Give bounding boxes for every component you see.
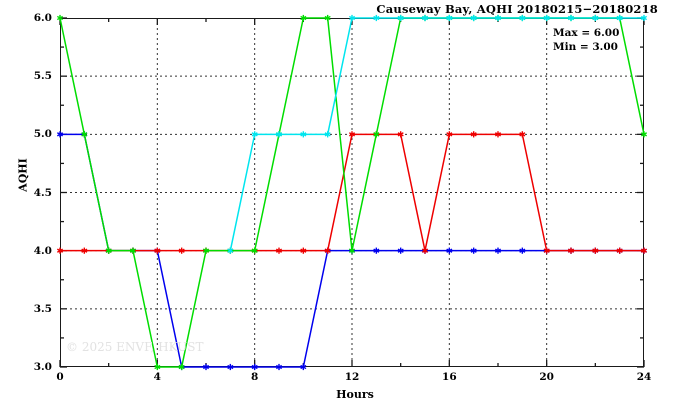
marker-series-cyan — [592, 14, 599, 22]
marker-series-cyan — [348, 14, 356, 22]
legend-min-label: Min = 3.00 — [553, 41, 618, 53]
marker-series-red — [300, 247, 307, 254]
marker-series-blue — [251, 363, 258, 371]
data-series — [56, 14, 648, 371]
y-tick-label: 5.5 — [33, 70, 52, 83]
y-tick-label: 3.5 — [33, 302, 52, 315]
marker-series-red — [446, 131, 453, 138]
marker-series-cyan — [251, 131, 258, 138]
marker-series-green — [81, 131, 88, 138]
y-tick-label: 4.0 — [33, 244, 52, 257]
marker-series-cyan — [494, 14, 502, 22]
marker-series-blue — [373, 247, 380, 254]
watermark: © 2025 ENVF, HKUST — [66, 340, 204, 354]
marker-series-red — [421, 247, 429, 254]
marker-series-green — [640, 131, 648, 138]
marker-series-green — [202, 247, 210, 254]
grid-lines — [60, 18, 644, 367]
marker-series-cyan — [616, 14, 623, 22]
y-tick-label: 4.5 — [33, 186, 52, 199]
y-tick-label: 6.0 — [33, 12, 52, 24]
marker-series-cyan — [446, 14, 453, 22]
marker-series-blue — [202, 363, 210, 371]
marker-series-green — [348, 247, 356, 254]
marker-series-cyan — [470, 14, 477, 22]
marker-series-red — [592, 247, 599, 254]
marker-series-green — [105, 247, 112, 254]
marker-series-blue — [227, 363, 234, 371]
marker-series-red — [470, 131, 477, 138]
x-tick-label: 20 — [539, 371, 554, 383]
marker-series-cyan — [227, 247, 234, 254]
marker-series-red — [348, 131, 356, 138]
marker-series-cyan — [373, 14, 380, 22]
marker-series-red — [494, 131, 502, 138]
x-tick-label: 4 — [153, 371, 161, 383]
chart-title: Causeway Bay, AQHI 20180215−20180218 — [376, 2, 658, 16]
marker-series-red — [324, 247, 331, 254]
marker-series-cyan — [519, 14, 526, 22]
marker-series-cyan — [324, 131, 331, 138]
marker-series-cyan — [300, 131, 307, 138]
marker-series-green — [324, 14, 331, 22]
marker-series-green — [129, 247, 137, 254]
marker-series-blue — [494, 247, 502, 254]
marker-series-red — [154, 247, 161, 254]
y-tick-label: 3.0 — [33, 361, 52, 373]
marker-series-blue — [446, 247, 453, 254]
marker-series-green — [300, 14, 307, 22]
marker-series-cyan — [567, 14, 575, 22]
marker-series-green — [154, 363, 161, 371]
marker-series-green — [373, 131, 380, 138]
marker-series-red — [640, 247, 648, 254]
marker-series-cyan — [543, 14, 550, 22]
marker-series-blue — [56, 131, 64, 138]
marker-series-red — [81, 247, 88, 254]
marker-series-red — [616, 247, 623, 254]
marker-series-red — [567, 247, 575, 254]
marker-series-blue — [519, 247, 526, 254]
marker-series-cyan — [397, 14, 404, 22]
marker-series-red — [519, 131, 526, 138]
marker-series-red — [543, 247, 550, 254]
series-cyan — [229, 17, 644, 251]
legend-box: Max = 6.00 Min = 3.00 — [547, 24, 625, 57]
marker-series-red — [178, 247, 185, 254]
marker-series-cyan — [640, 14, 648, 22]
x-axis-label: Hours — [336, 388, 374, 401]
x-tick-label: 24 — [636, 371, 652, 383]
marker-series-blue — [275, 363, 283, 371]
x-tick-label: 0 — [56, 371, 64, 383]
marker-series-green — [178, 363, 185, 371]
x-tick-label: 12 — [344, 371, 360, 383]
marker-series-blue — [470, 247, 477, 254]
marker-series-blue — [300, 363, 307, 371]
x-tick-label: 16 — [442, 371, 457, 383]
marker-series-cyan — [275, 131, 283, 138]
marker-series-red — [56, 247, 64, 254]
marker-series-cyan — [421, 14, 429, 22]
legend-max-label: Max = 6.00 — [553, 27, 620, 39]
marker-series-green — [251, 247, 258, 254]
marker-series-blue — [397, 247, 404, 254]
marker-series-red — [275, 247, 283, 254]
x-tick-label: 8 — [251, 371, 259, 383]
y-tick-label: 5.0 — [33, 128, 52, 141]
marker-series-green — [56, 14, 64, 22]
marker-series-red — [397, 131, 404, 138]
